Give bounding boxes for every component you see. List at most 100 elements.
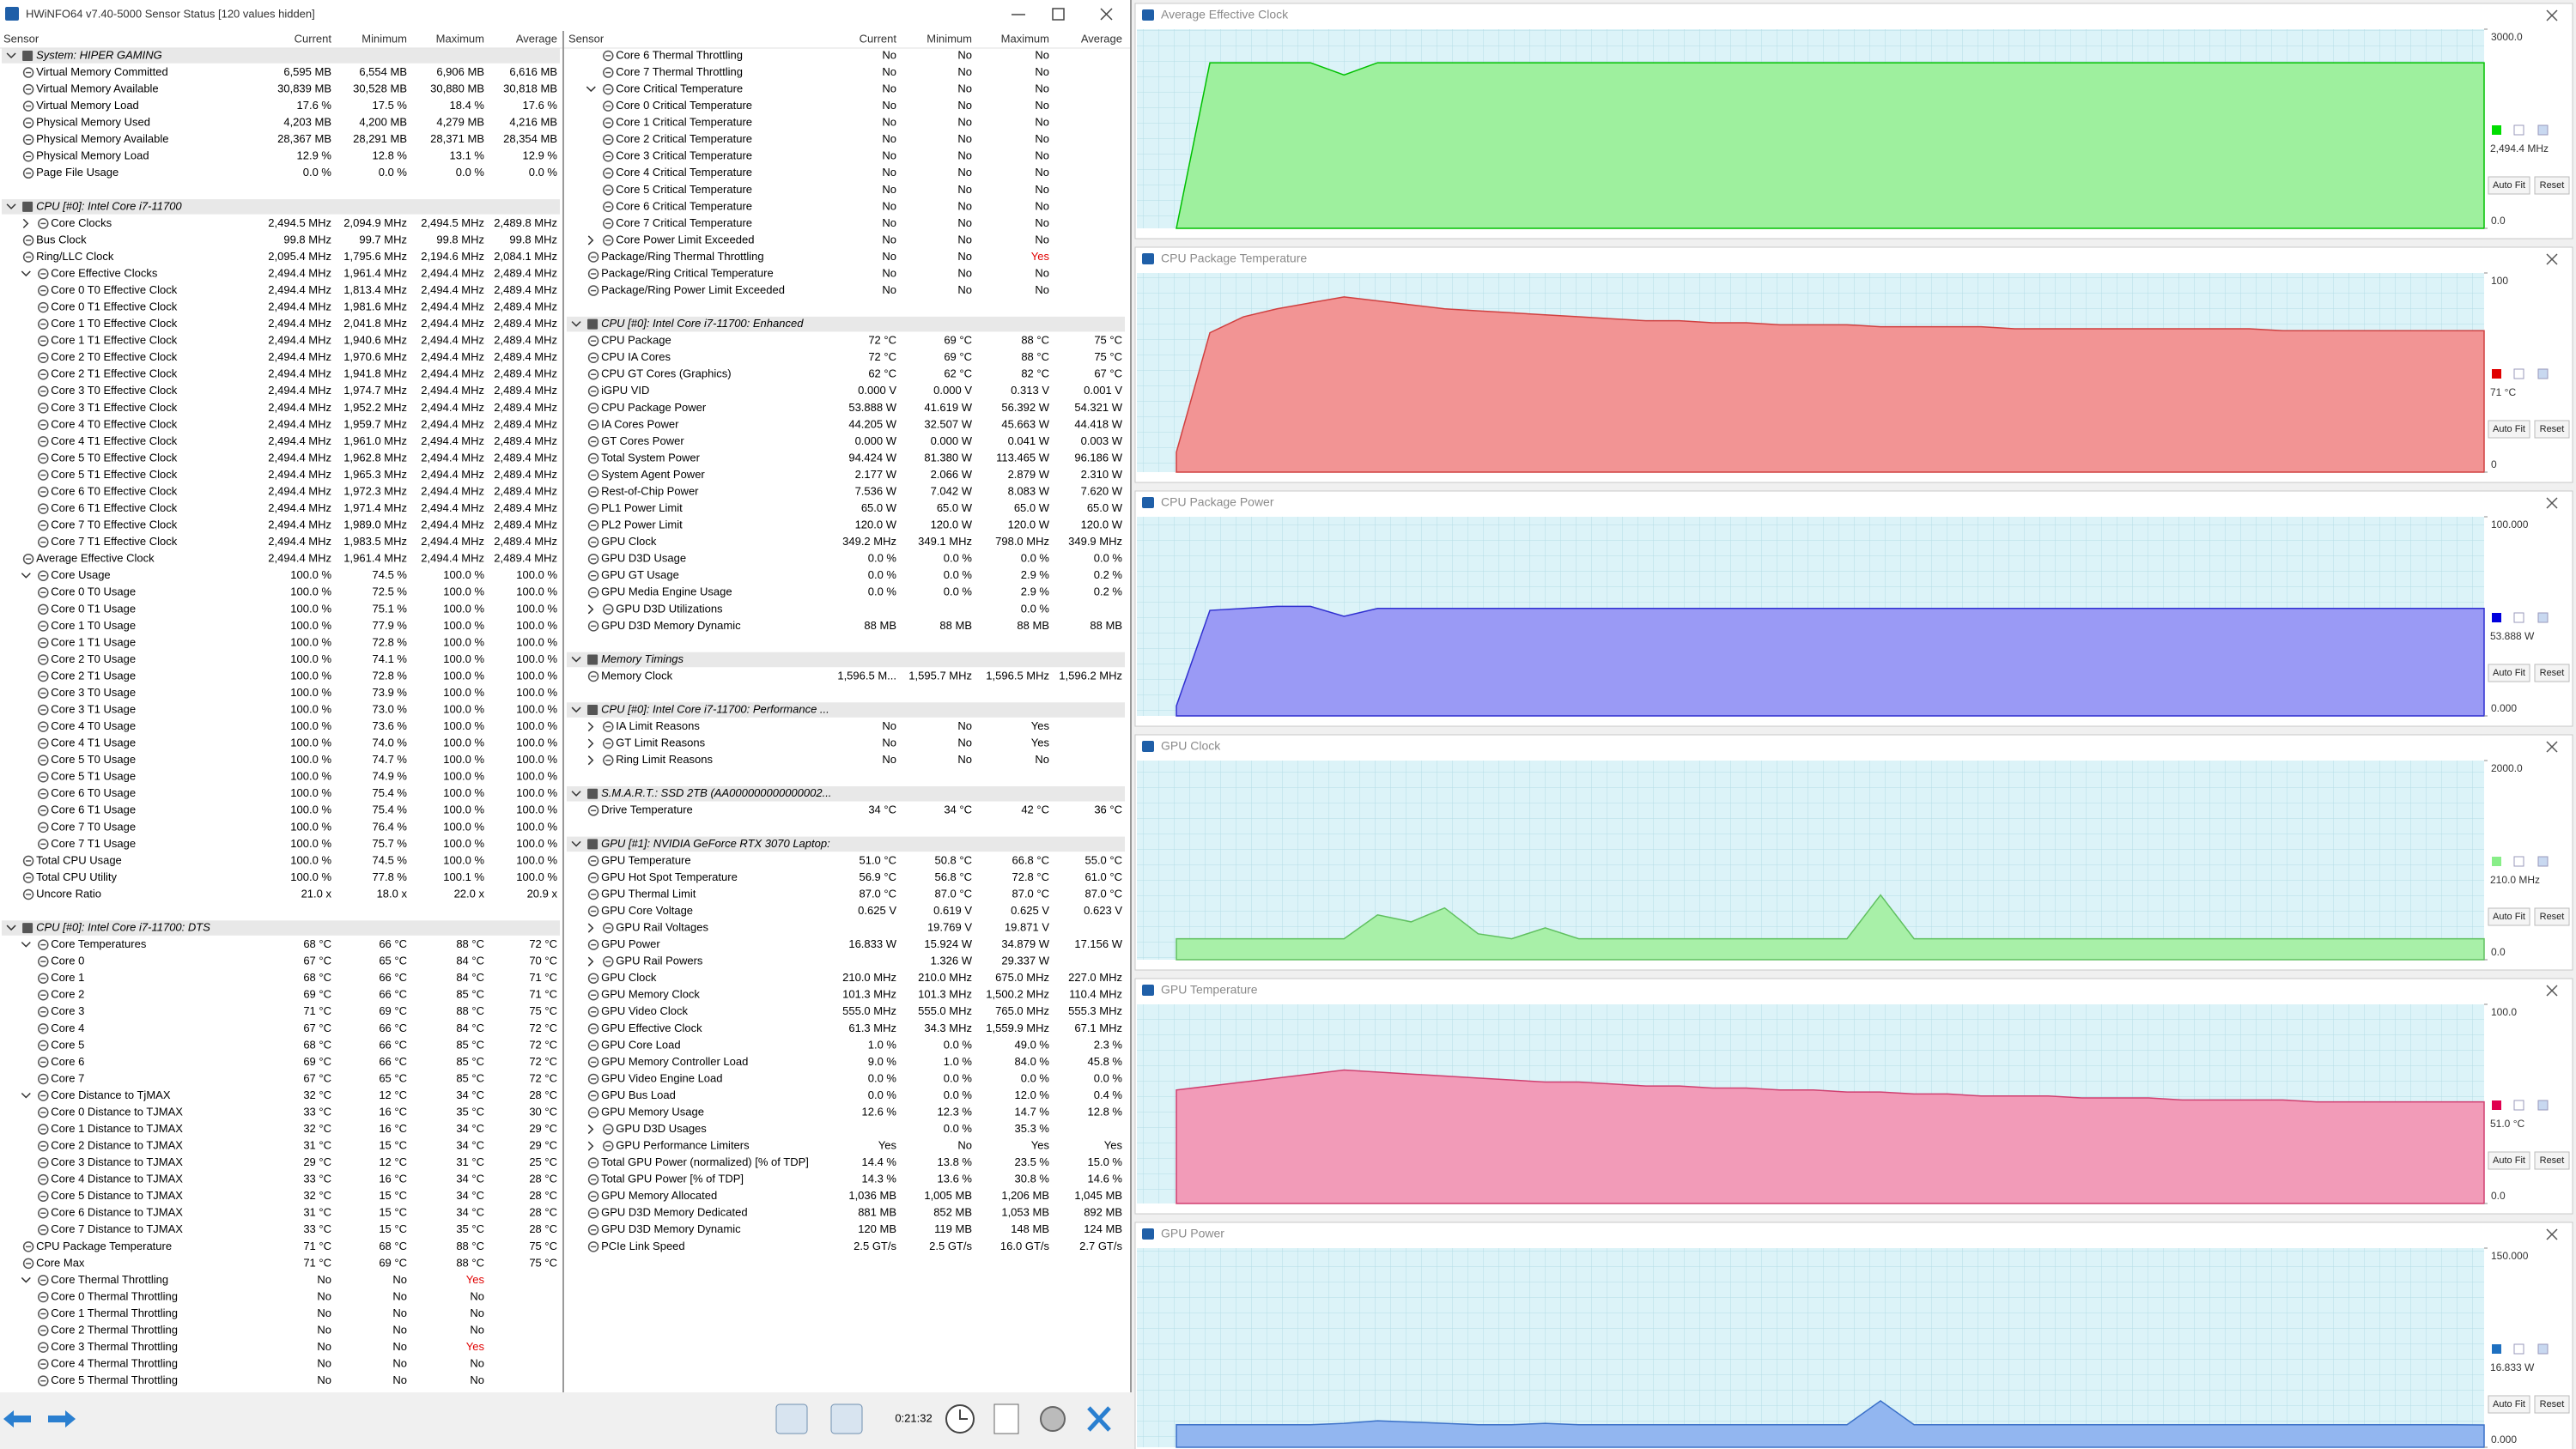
graph-button-label[interactable]: Auto Fit bbox=[2493, 1399, 2525, 1410]
graph-button[interactable] bbox=[2534, 1395, 2570, 1414]
sensor-value: 2,494.4 MHz bbox=[268, 384, 331, 397]
swatch-toggle[interactable] bbox=[2537, 1100, 2549, 1111]
sensor-name: Core 7 T1 Usage bbox=[51, 837, 136, 850]
sensor-value: 49.0 % bbox=[1015, 1038, 1050, 1051]
window-controls[interactable] bbox=[1012, 8, 1113, 21]
sensor-value: 0.001 V bbox=[1084, 384, 1122, 397]
sensor-value: 2,494.4 MHz bbox=[421, 266, 484, 279]
sensor-value: 1,500.2 MHz bbox=[986, 988, 1049, 1001]
graph-button-label[interactable]: Auto Fit bbox=[2493, 668, 2525, 678]
graph-button-label[interactable]: Auto Fit bbox=[2493, 180, 2525, 191]
graph-button-label[interactable]: Reset bbox=[2540, 1399, 2565, 1410]
y-tick-label: 0.000 bbox=[2491, 1434, 2517, 1446]
sensor-value: 100.0 % bbox=[443, 770, 484, 783]
sensor-name: IA Limit Reasons bbox=[616, 719, 700, 732]
swatch-toggle[interactable] bbox=[2537, 368, 2549, 379]
graph-button[interactable] bbox=[2488, 1395, 2530, 1414]
graph-button-label[interactable]: Auto Fit bbox=[2493, 424, 2525, 434]
sensor-name: Core 1 Critical Temperature bbox=[616, 116, 752, 129]
sensor-value: 2,489.4 MHz bbox=[494, 484, 557, 497]
current-value: 16.833 W bbox=[2490, 1361, 2535, 1373]
graph-button-label[interactable]: Reset bbox=[2540, 180, 2565, 191]
graph-close[interactable] bbox=[2546, 9, 2558, 21]
graph-close[interactable] bbox=[2546, 1228, 2558, 1240]
sensor-name: Core 3 Critical Temperature bbox=[616, 149, 752, 162]
graph-button[interactable] bbox=[2488, 420, 2530, 439]
sensor-value: 881 MB bbox=[858, 1206, 896, 1219]
sensor-value: 74.0 % bbox=[373, 737, 408, 749]
sensor-value: 120 MB bbox=[858, 1222, 896, 1235]
sensor-name: Core 3 T1 Usage bbox=[51, 702, 136, 715]
sensor-value: No bbox=[1035, 65, 1049, 78]
sensor-value: No bbox=[882, 216, 896, 229]
sensor-name: GPU D3D Memory Dedicated bbox=[601, 1206, 748, 1219]
sensor-name: CPU Package Temperature bbox=[36, 1240, 172, 1252]
header-cell: Average bbox=[516, 32, 557, 45]
sensor-value: 33 °C bbox=[303, 1222, 331, 1235]
sensor-value: 16 °C bbox=[379, 1173, 407, 1185]
sensor-value: 100.0 % bbox=[290, 669, 331, 682]
sensor-value: 100.0 % bbox=[516, 568, 557, 581]
sensor-value: 2,494.4 MHz bbox=[268, 535, 331, 548]
graph-button[interactable] bbox=[2488, 1151, 2530, 1170]
graph-button-label[interactable]: Auto Fit bbox=[2493, 1155, 2525, 1166]
toolbar-icons[interactable] bbox=[775, 1404, 1111, 1434]
sensor-value: 100.0 % bbox=[443, 786, 484, 799]
sensor-value: 2.3 % bbox=[1094, 1038, 1123, 1051]
sensor-value: 68 °C bbox=[303, 1038, 331, 1051]
sensor-name: Total CPU Usage bbox=[36, 853, 122, 866]
graph-button[interactable] bbox=[2488, 664, 2530, 682]
sensor-name: Core 2 Distance to TJMAX bbox=[51, 1139, 183, 1152]
graph-button-label[interactable]: Auto Fit bbox=[2493, 912, 2525, 922]
graph-button-label[interactable]: Reset bbox=[2540, 424, 2565, 434]
header-cell: Average bbox=[1081, 32, 1122, 45]
sensor-value: 100.0 % bbox=[290, 770, 331, 783]
sensor-value: 100.0 % bbox=[516, 719, 557, 732]
sensor-value: No bbox=[1035, 82, 1049, 95]
sensor-value: 2,489.4 MHz bbox=[494, 266, 557, 279]
swatch-toggle[interactable] bbox=[2537, 612, 2549, 623]
sensor-value: 2,494.4 MHz bbox=[421, 518, 484, 531]
swatch-toggle[interactable] bbox=[2537, 124, 2549, 136]
graph-button-label[interactable]: Reset bbox=[2540, 668, 2565, 678]
graph-button[interactable] bbox=[2534, 420, 2570, 439]
sensor-value: 100.0 % bbox=[290, 803, 331, 816]
swatch-toggle[interactable] bbox=[2513, 1100, 2524, 1111]
graph-button[interactable] bbox=[2534, 907, 2570, 926]
graph-button[interactable] bbox=[2534, 664, 2570, 682]
sensor-value: 2,084.1 MHz bbox=[494, 250, 557, 263]
sensor-value: No bbox=[392, 1273, 407, 1286]
graph-icon bbox=[1142, 9, 1154, 21]
sensor-value: 67 °C bbox=[1094, 367, 1122, 380]
swatch-toggle[interactable] bbox=[2513, 368, 2524, 379]
graph-button-label[interactable]: Reset bbox=[2540, 1155, 2565, 1166]
swatch-toggle[interactable] bbox=[2537, 856, 2549, 867]
swatch-toggle[interactable] bbox=[2513, 1343, 2524, 1355]
swatch-toggle[interactable] bbox=[2513, 612, 2524, 623]
graph-close[interactable] bbox=[2546, 741, 2558, 753]
swatch-toggle[interactable] bbox=[2513, 124, 2524, 136]
sensor-value: 1,596.2 MHz bbox=[1059, 669, 1122, 682]
sensor-name: iGPU VID bbox=[601, 384, 649, 397]
graph-button-label[interactable]: Reset bbox=[2540, 912, 2565, 922]
graph-button[interactable] bbox=[2488, 176, 2530, 195]
sensor-value: 30,818 MB bbox=[503, 82, 557, 95]
sensor-value: 2,494.4 MHz bbox=[421, 552, 484, 565]
swatch-toggle[interactable] bbox=[2513, 856, 2524, 867]
graph-button[interactable] bbox=[2534, 1151, 2570, 1170]
nav-buttons[interactable] bbox=[3, 1410, 76, 1428]
sensor-value: 14.4 % bbox=[862, 1155, 897, 1168]
graph-close[interactable] bbox=[2546, 985, 2558, 997]
sensor-value: 0.000 V bbox=[858, 384, 896, 397]
sensor-value: 15 °C bbox=[379, 1189, 407, 1202]
graph-close[interactable] bbox=[2546, 253, 2558, 265]
sensor-name: GPU Effective Clock bbox=[601, 1022, 702, 1034]
graph-close[interactable] bbox=[2546, 497, 2558, 509]
sensor-value: 62 °C bbox=[868, 367, 896, 380]
sensor-value: 100.0 % bbox=[516, 669, 557, 682]
graph-button[interactable] bbox=[2488, 907, 2530, 926]
sensor-value: 34 °C bbox=[456, 1206, 484, 1219]
sensor-name: GPU Power bbox=[601, 937, 660, 950]
graph-button[interactable] bbox=[2534, 176, 2570, 195]
swatch-toggle[interactable] bbox=[2537, 1343, 2549, 1355]
